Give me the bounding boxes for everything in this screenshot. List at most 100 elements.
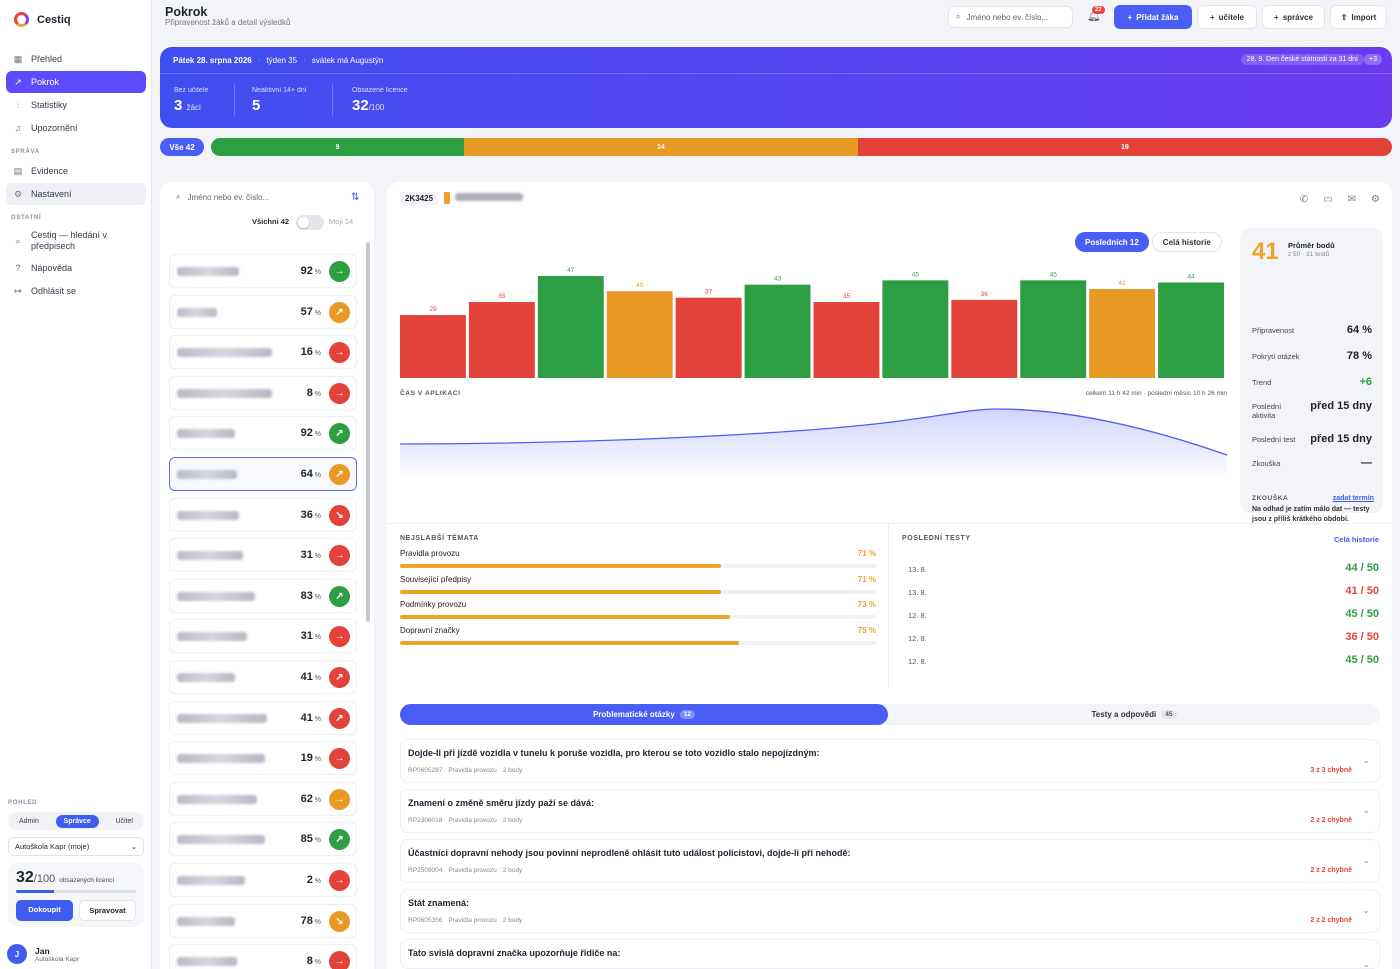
role-manager[interactable]: Správce [55, 814, 99, 828]
scrollbar[interactable] [366, 242, 370, 622]
score-bar[interactable] [400, 315, 466, 378]
chat-icon[interactable]: ▭ [1323, 194, 1333, 205]
student-row[interactable]: 57 % ↗ [169, 294, 357, 329]
question-card[interactable]: Dojde-li při jízdě vozidla v tunelu k po… [400, 739, 1380, 783]
question-card[interactable]: Účastníci dopravní nehody jsou povinni n… [400, 839, 1380, 883]
nav-item-statistics[interactable]: ⫶ Statistiky [6, 94, 146, 116]
trend-icon[interactable]: → [329, 545, 350, 567]
student-row[interactable]: 62 % → [169, 781, 357, 816]
student-row[interactable]: 92 % → [169, 254, 357, 288]
score-bar[interactable] [468, 302, 535, 378]
mine-toggle[interactable] [296, 215, 324, 230]
distribution-segment[interactable]: 14 [464, 138, 858, 156]
trend-icon[interactable]: ↗ [329, 423, 350, 445]
score-bar[interactable] [1020, 280, 1087, 378]
manage-licenses-button[interactable]: Spravovat [78, 900, 136, 921]
more-events-pill[interactable]: +3 [1364, 54, 1382, 65]
question-card[interactable]: Znamení o změně směru jízdy paží se dává… [400, 789, 1380, 833]
nav-item-evidence[interactable]: ▤ Evidence [6, 160, 146, 182]
gear-icon[interactable]: ⚙ [1371, 194, 1380, 205]
trend-icon[interactable]: ↗ [329, 585, 350, 607]
student-row[interactable]: 8 % → [169, 944, 357, 969]
trend-icon[interactable]: → [329, 748, 350, 770]
recent-test-row[interactable]: 13. 8. 44 / 50 [908, 562, 1379, 574]
trend-icon[interactable]: → [329, 626, 350, 648]
student-row[interactable]: 16 % → [169, 335, 357, 370]
trend-icon[interactable]: ↗ [329, 829, 350, 851]
score-bar[interactable] [1089, 289, 1156, 378]
user-profile[interactable]: J Jan Autoškola Kapr [7, 944, 79, 964]
student-row[interactable]: 78 % ↘ [169, 903, 357, 938]
weak-topic-row[interactable]: Dopravní značky 75 % [400, 626, 876, 645]
distribution-segment[interactable]: 9 [211, 138, 465, 156]
trend-icon[interactable]: → [329, 951, 350, 969]
student-row[interactable]: 83 % ↗ [169, 578, 357, 613]
nav-item-overview[interactable]: ▦ Přehled [6, 48, 146, 70]
score-bar[interactable] [813, 302, 880, 378]
nav-item-regulation-search[interactable]: ⌕ Cestiq — hledání v předpisech [6, 226, 146, 256]
recent-test-row[interactable]: 12. 8. 36 / 50 [908, 631, 1379, 643]
distribution-segment[interactable]: 19 [857, 138, 1392, 156]
student-row[interactable]: 2 % → [169, 862, 357, 897]
score-bar[interactable] [882, 280, 949, 378]
stat-no-teacher[interactable]: Bez učitele 3 žáci [174, 87, 208, 114]
tab-full-history[interactable]: Celá historie [1151, 232, 1222, 252]
role-admin[interactable]: Admin [19, 817, 39, 825]
trend-icon[interactable]: ↗ [329, 463, 350, 485]
score-bar[interactable] [537, 276, 604, 378]
score-bar[interactable] [951, 299, 1018, 378]
tab-tests-answers[interactable]: Testy a odpovědi 45 [888, 704, 1380, 725]
chevron-down-icon[interactable]: ⌄ [1362, 905, 1370, 915]
tab-problem-questions[interactable]: Problematické otázky 12 [400, 704, 888, 725]
add-student-button[interactable]: + Přidat žáka [1114, 5, 1192, 29]
import-button[interactable]: ⇧ Import [1330, 5, 1387, 29]
recent-test-row[interactable]: 13. 8. 41 / 50 [908, 585, 1379, 597]
trend-icon[interactable]: → [329, 342, 350, 364]
trend-icon[interactable]: ↘ [329, 910, 350, 932]
set-exam-date-link[interactable]: zadat termín [1332, 495, 1374, 502]
full-history-link[interactable]: Celá historie [1333, 535, 1379, 544]
chevron-down-icon[interactable]: ⌄ [1362, 959, 1370, 969]
student-row[interactable]: 31 % → [169, 619, 357, 654]
filter-all-button[interactable]: Vše 42 [160, 138, 204, 156]
school-select[interactable]: Autoškola Kapr (moje) ⌄ [8, 837, 144, 856]
weak-topic-row[interactable]: Související předpisy 71 % [400, 575, 876, 594]
phone-icon[interactable]: ✆ [1299, 194, 1309, 205]
student-row[interactable]: 64 % ↗ [169, 456, 357, 491]
sort-icon[interactable]: ⇅ [351, 192, 360, 203]
student-row[interactable]: 19 % → [169, 741, 357, 776]
chevron-down-icon[interactable]: ⌄ [1362, 855, 1370, 865]
recent-test-row[interactable]: 12. 8. 45 / 50 [908, 608, 1379, 620]
student-row[interactable]: 8 % → [169, 375, 357, 410]
student-row[interactable]: 41 % ↗ [169, 700, 357, 735]
student-row[interactable]: 41 % ↗ [169, 659, 357, 694]
student-search-input[interactable]: ⌕ Jméno nebo ev. číslo... [176, 192, 269, 202]
stat-licenses[interactable]: Obsazené licence 32/100 [352, 87, 408, 114]
student-row[interactable]: 85 % ↗ [169, 822, 357, 857]
add-teacher-button[interactable]: + učitele [1197, 5, 1257, 29]
score-bar[interactable] [1158, 282, 1224, 378]
upcoming-event-pill[interactable]: 28. 9. Den české státnosti za 31 dní [1240, 54, 1364, 65]
trend-icon[interactable]: ↗ [329, 301, 350, 323]
score-bar[interactable] [744, 284, 811, 378]
score-bar[interactable] [675, 297, 742, 378]
question-card[interactable]: Tato svislá dopravní značka upozorňuje ř… [400, 939, 1380, 969]
score-bar[interactable] [606, 291, 673, 378]
mail-icon[interactable]: ✉ [1347, 194, 1357, 205]
trend-icon[interactable]: → [329, 261, 350, 282]
nav-item-help[interactable]: ? Nápověda [6, 257, 146, 279]
nav-item-logout[interactable]: ↦ Odhlásit se [6, 280, 146, 302]
recent-test-row[interactable]: 12. 8. 45 / 50 [908, 654, 1379, 666]
chevron-down-icon[interactable]: ⌄ [1362, 755, 1370, 765]
student-row[interactable]: 36 % ↘ [169, 497, 357, 532]
nav-item-progress[interactable]: ↗ Pokrok [6, 71, 146, 93]
buy-licenses-button[interactable]: Dokoupit [16, 900, 73, 921]
tab-last-12[interactable]: Posledních 12 [1075, 232, 1149, 252]
stat-inactive[interactable]: Neaktivní 14+ dní 5 [252, 87, 307, 114]
trend-icon[interactable]: ↘ [329, 504, 350, 526]
weak-topic-row[interactable]: Podmínky provozu 73 % [400, 600, 876, 619]
add-admin-button[interactable]: + správce [1262, 5, 1325, 29]
trend-icon[interactable]: → [329, 869, 350, 891]
weak-topic-row[interactable]: Pravidla provozu 71 % [400, 549, 876, 568]
student-row[interactable]: 92 % ↗ [169, 416, 357, 451]
